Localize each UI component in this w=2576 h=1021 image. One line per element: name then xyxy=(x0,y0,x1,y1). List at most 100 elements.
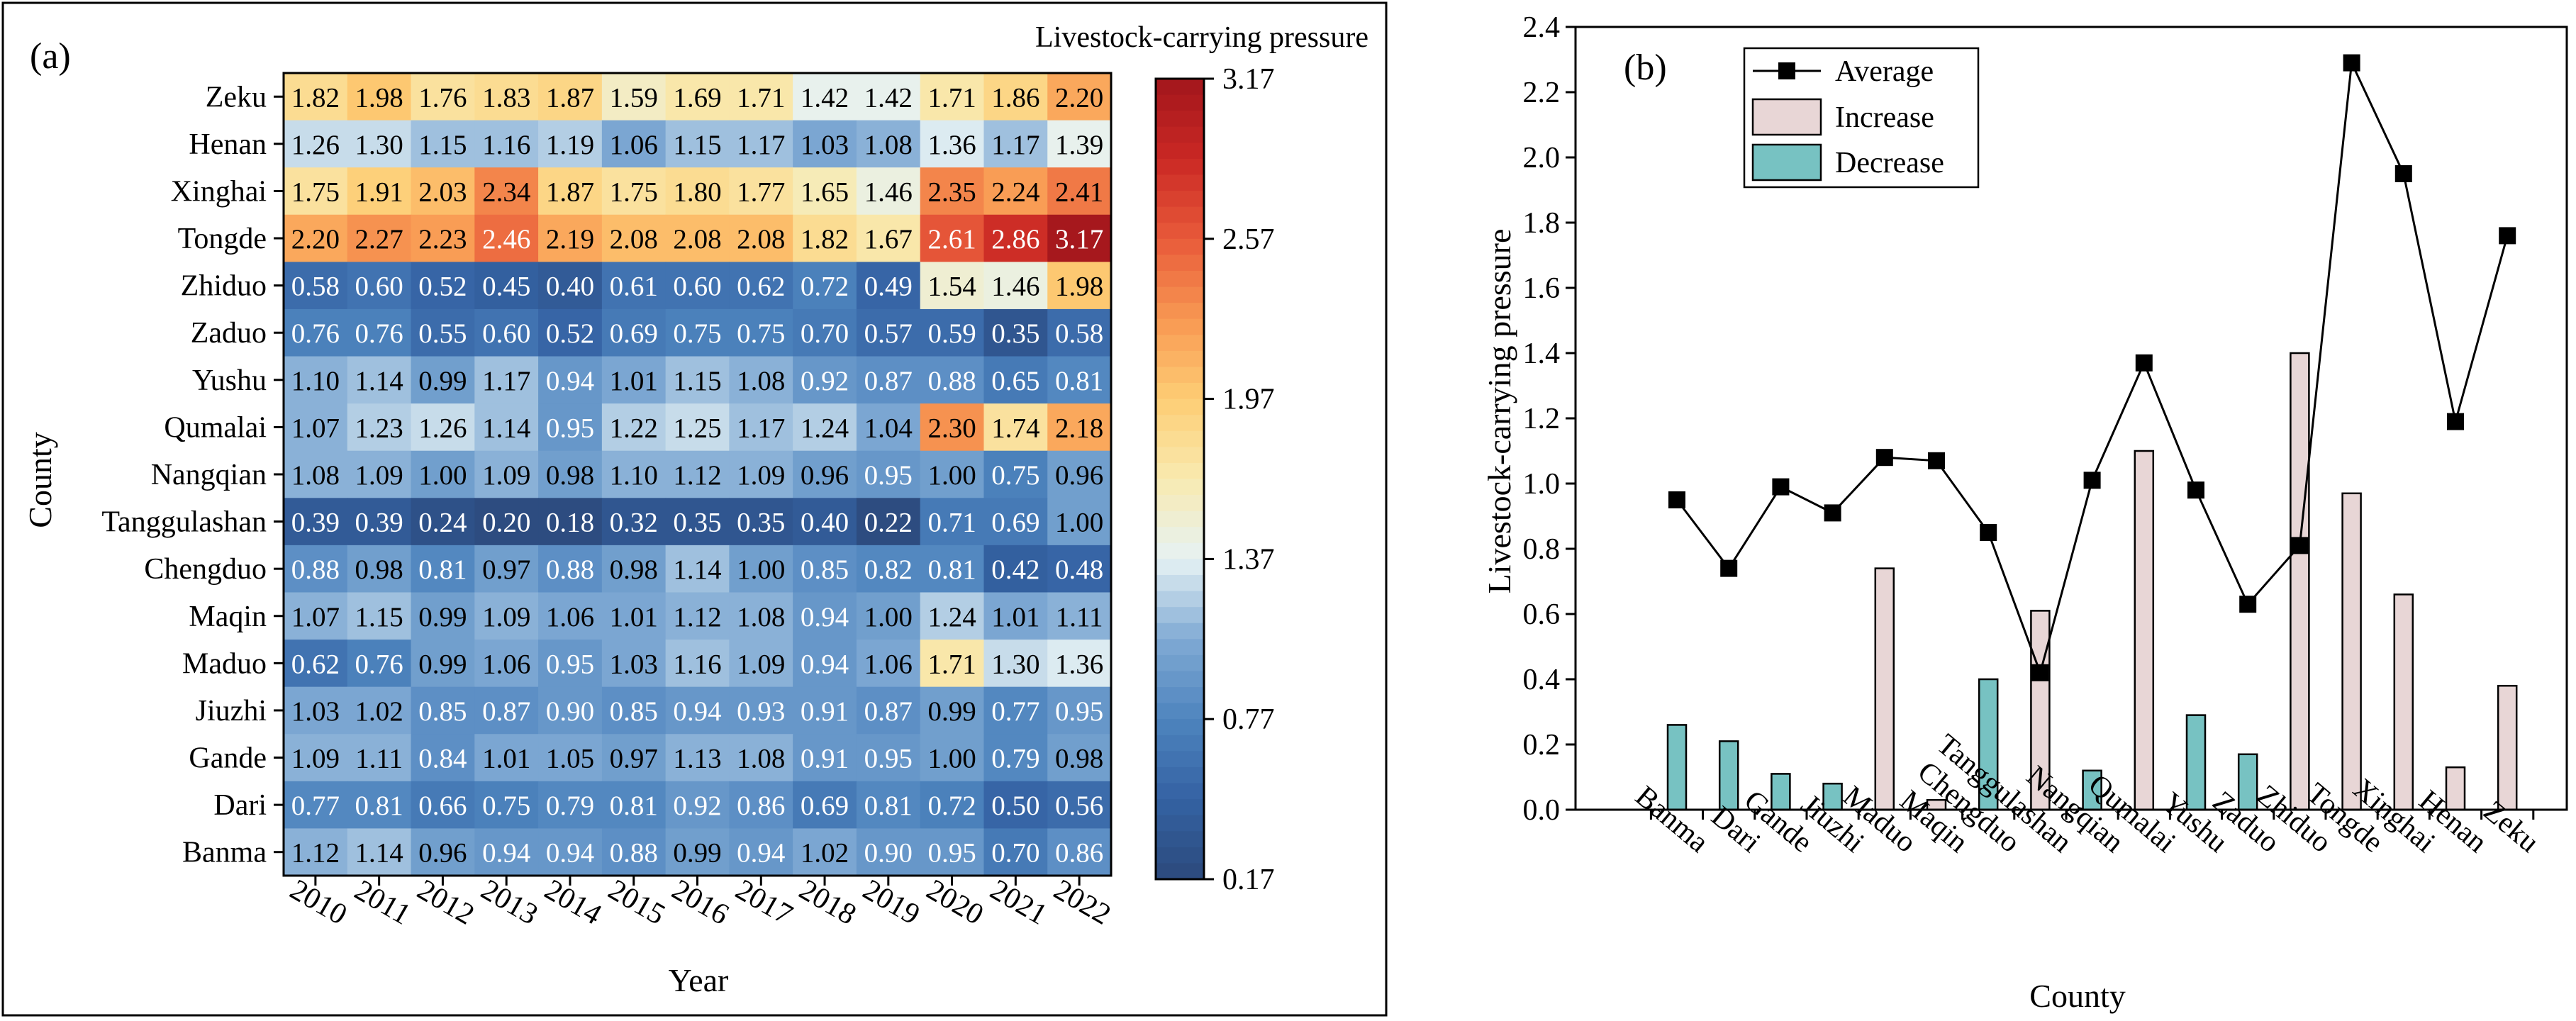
year-tick-label: 2020 xyxy=(921,874,989,932)
heatmap-cell xyxy=(856,262,921,310)
heatmap-cell-label: 1.05 xyxy=(546,744,594,774)
heatmap-cell-label: 0.91 xyxy=(801,744,849,774)
heatmap-cell-label: 0.81 xyxy=(355,791,403,821)
heatmap-cell-label: 1.71 xyxy=(737,82,785,113)
heatmap-cell-label: 0.99 xyxy=(418,602,467,632)
heatmap-cell-label: 1.36 xyxy=(1055,649,1103,679)
heatmap-cell-label: 0.86 xyxy=(1055,838,1103,869)
heatmap-cell-label: 1.77 xyxy=(737,177,785,207)
heatmap-cell-label: 1.17 xyxy=(737,130,785,160)
heatmap-cell xyxy=(1047,120,1112,168)
heatmap-year-labels: 2010201120122013201420152016201720182019… xyxy=(284,874,1116,932)
heatmap-cell-label: 1.02 xyxy=(355,696,403,727)
legend-label: Decrease xyxy=(1835,147,1944,179)
heatmap-cell-label: 0.96 xyxy=(418,838,467,869)
heatmap-cell xyxy=(983,73,1048,121)
heatmap-cell-label: 0.56 xyxy=(1055,791,1103,821)
decrease-bar xyxy=(1978,678,1999,811)
year-tick-label: 2011 xyxy=(349,874,416,932)
heatmap-cell xyxy=(411,686,475,735)
heatmap-cell xyxy=(411,450,475,498)
heatmap-cell xyxy=(729,734,793,782)
heatmap-cell xyxy=(284,640,348,688)
heatmap-cell xyxy=(411,308,475,357)
heatmap-cell-label: 1.06 xyxy=(482,649,530,679)
heatmap-cell-label: 0.52 xyxy=(546,318,594,349)
heatmap-cell-label: 1.09 xyxy=(737,460,785,491)
legend: Average Increase Decrease xyxy=(1743,47,1980,189)
decrease-bar xyxy=(2237,753,2258,811)
heatmap-cell xyxy=(665,592,730,640)
heatmap-cell-label: 1.08 xyxy=(737,744,785,774)
heatmap-cell xyxy=(983,356,1048,404)
heatmap-cell-label: 0.76 xyxy=(355,318,403,349)
year-tick-label: 2010 xyxy=(284,874,352,932)
average-point xyxy=(2239,596,2257,613)
heatmap-cell-label: 0.92 xyxy=(801,366,849,396)
heatmap-cell-label: 0.24 xyxy=(418,508,467,538)
heatmap-cell-label: 1.82 xyxy=(291,82,340,113)
heatmap-cell xyxy=(729,686,793,735)
heatmap-cell xyxy=(729,640,793,688)
average-point xyxy=(2135,354,2153,372)
heatmap-cell xyxy=(729,450,793,498)
colorbar-band xyxy=(1156,191,1204,208)
heatmap-cell-label: 0.87 xyxy=(864,366,913,396)
heatmap-cell xyxy=(983,686,1048,735)
heatmap-frame xyxy=(282,72,1113,877)
heatmap-x-title: Year xyxy=(669,962,729,998)
heatmap-cell-label: 0.32 xyxy=(610,508,658,538)
heatmap-cell-label: 0.40 xyxy=(546,272,594,302)
county-tick-label: Dari xyxy=(213,789,267,822)
heatmap-cell xyxy=(601,686,667,735)
heatmap-cell-label: 0.94 xyxy=(673,696,721,727)
heatmap-cell xyxy=(411,545,475,593)
heatmap-cell xyxy=(284,356,348,404)
increase-bar xyxy=(2445,766,2466,811)
average-point xyxy=(1772,478,1790,496)
heatmap-cell xyxy=(538,781,603,830)
heatmap-cell xyxy=(347,498,412,546)
county-tick-label: Nangqian xyxy=(151,459,267,491)
heatmap-cell-label: 1.06 xyxy=(864,649,913,679)
heatmap-cell-label: 0.61 xyxy=(610,272,658,302)
heatmap-cell-label: 2.19 xyxy=(546,224,594,255)
heatmap-cell-label: 1.08 xyxy=(291,460,340,491)
heatmap-cell xyxy=(538,120,603,168)
heatmap-cell xyxy=(729,73,793,121)
heatmap-cell-label: 1.14 xyxy=(673,554,721,585)
average-point xyxy=(1980,524,1997,541)
heatmap-cell-label: 1.87 xyxy=(546,177,594,207)
heatmap-cell xyxy=(284,498,348,546)
colorbar-band xyxy=(1156,542,1204,559)
heatmap-cell-label: 1.14 xyxy=(355,838,403,869)
county-tick-label: Xinghai xyxy=(171,175,267,208)
colorbar-band xyxy=(1156,126,1204,143)
heatmap-cell xyxy=(856,592,921,640)
heatmap-cell-label: 1.12 xyxy=(673,460,721,491)
increase-bar xyxy=(2134,450,2155,811)
heatmap-y-title: County xyxy=(22,432,58,528)
decrease-bar xyxy=(1718,740,1739,811)
colorbar-band xyxy=(1156,350,1204,368)
colorbar-band xyxy=(1156,430,1204,447)
heatmap-cell xyxy=(601,592,667,640)
heatmap-cell xyxy=(538,640,603,688)
heatmap-cell-label: 0.62 xyxy=(291,649,340,679)
heatmap-cell xyxy=(665,640,730,688)
heatmap-panel: (a) Livestock-carrying pressure 1.82 1.98… xyxy=(1,1,1388,1017)
heatmap-cell-label: 0.95 xyxy=(546,413,594,443)
heatmap-cell-label: 1.03 xyxy=(801,130,849,160)
y-axis-ticks: 0.0 0.2 0.4 0.6 0.8 1.0 1.2 1.4 1.6 1.8 2.0 2.2 2.4 xyxy=(1523,11,1576,827)
heatmap-cell xyxy=(538,498,603,546)
heatmap-cell xyxy=(983,120,1048,168)
y-tick-label: 2.0 xyxy=(1523,142,1561,174)
heatmap-cell xyxy=(856,308,921,357)
heatmap-cell-label: 0.60 xyxy=(355,272,403,302)
colorbar-title: Livestock-carrying pressure xyxy=(1035,21,1368,54)
heatmap-cell xyxy=(920,450,985,498)
heatmap-cell xyxy=(793,686,857,735)
heatmap-cell-label: 0.81 xyxy=(864,791,913,821)
colorbar-frame xyxy=(1154,77,1205,881)
county-tick-label: Chengduo xyxy=(144,553,267,586)
